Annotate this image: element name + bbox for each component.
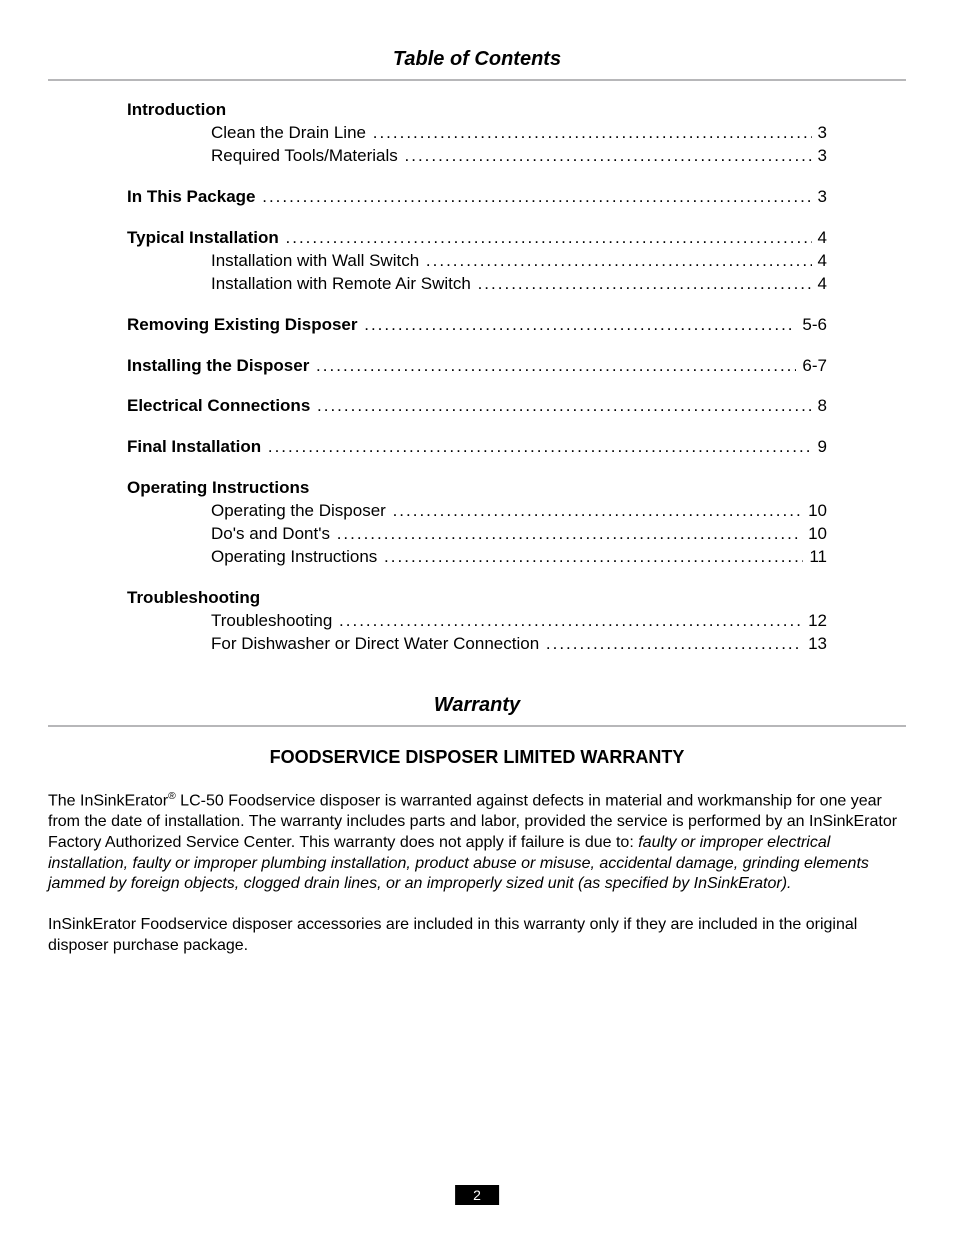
toc-leader-dots: [266, 436, 812, 459]
toc-item-label: Installation with Remote Air Switch: [211, 273, 471, 296]
toc-leader-dots: [476, 273, 812, 296]
page-number: 2: [455, 1185, 499, 1205]
toc-item-label: Troubleshooting: [211, 610, 332, 633]
toc-group: Installing the Disposer 6-7: [127, 355, 827, 378]
toc-heading-row: Electrical Connections 8: [127, 395, 827, 418]
toc-heading-label: Electrical Connections: [127, 395, 310, 418]
toc-group: TroubleshootingTroubleshooting 12For Dis…: [127, 587, 827, 656]
toc-leader-dots: [403, 145, 812, 168]
toc-leader-dots: [337, 610, 802, 633]
toc-item-label: Operating the Disposer: [211, 500, 386, 523]
rule: [48, 725, 906, 727]
toc-page-number: 3: [812, 145, 827, 168]
toc-page-number: 11: [803, 546, 827, 569]
warranty-heading: FOODSERVICE DISPOSER LIMITED WARRANTY: [48, 747, 906, 768]
toc-heading-label: Typical Installation: [127, 227, 279, 250]
toc-group: Final Installation 9: [127, 436, 827, 459]
warranty-body: The InSinkErator® LC-50 Foodservice disp…: [48, 790, 906, 957]
toc-heading-row: Introduction: [127, 99, 827, 122]
toc-item-label: Installation with Wall Switch: [211, 250, 419, 273]
toc-leader-dots: [391, 500, 803, 523]
toc-page-number: 4: [812, 273, 827, 296]
toc-heading-label: In This Package: [127, 186, 256, 209]
toc-page-number: 8: [812, 395, 827, 418]
warranty-paragraph: The InSinkErator® LC-50 Foodservice disp…: [48, 790, 906, 895]
toc-item-row: Troubleshooting 12: [127, 610, 827, 633]
toc-group: In This Package 3: [127, 186, 827, 209]
toc-page-number: 4: [812, 227, 827, 250]
toc-heading-label: Removing Existing Disposer: [127, 314, 358, 337]
toc-group: Electrical Connections 8: [127, 395, 827, 418]
toc-leader-dots: [544, 633, 802, 656]
toc-leader-dots: [284, 227, 812, 250]
rule: [48, 79, 906, 81]
registered-mark: ®: [168, 791, 176, 802]
toc-group: Removing Existing Disposer 5-6: [127, 314, 827, 337]
toc-page-number: 3: [812, 122, 827, 145]
toc-item-row: Installation with Remote Air Switch 4: [127, 273, 827, 296]
toc-heading-row: Typical Installation 4: [127, 227, 827, 250]
toc-item-row: Required Tools/Materials 3: [127, 145, 827, 168]
toc-page-number: 6-7: [796, 355, 827, 378]
toc-group: Typical Installation 4Installation with …: [127, 227, 827, 296]
toc-page-number: 5-6: [796, 314, 827, 337]
toc-page-number: 13: [802, 633, 827, 656]
toc-item-label: Operating Instructions: [211, 546, 377, 569]
toc-heading-row: Final Installation 9: [127, 436, 827, 459]
toc-item-row: Operating the Disposer 10: [127, 500, 827, 523]
toc-heading-label: Operating Instructions: [127, 477, 309, 500]
table-of-contents: IntroductionClean the Drain Line 3Requir…: [127, 99, 827, 656]
toc-item-label: For Dishwasher or Direct Water Connectio…: [211, 633, 539, 656]
toc-page-number: 9: [812, 436, 827, 459]
toc-leader-dots: [362, 314, 796, 337]
toc-item-label: Do's and Dont's: [211, 523, 330, 546]
toc-heading-label: Final Installation: [127, 436, 261, 459]
toc-group: IntroductionClean the Drain Line 3Requir…: [127, 99, 827, 168]
toc-heading-label: Installing the Disposer: [127, 355, 309, 378]
toc-heading-label: Introduction: [127, 99, 226, 122]
toc-heading-row: Operating Instructions: [127, 477, 827, 500]
toc-item-row: For Dishwasher or Direct Water Connectio…: [127, 633, 827, 656]
toc-page-number: 4: [812, 250, 827, 273]
warranty-paragraph: InSinkErator Foodservice disposer access…: [48, 915, 906, 957]
toc-title: Table of Contents: [48, 48, 906, 77]
toc-leader-dots: [314, 355, 796, 378]
toc-item-label: Clean the Drain Line: [211, 122, 366, 145]
toc-leader-dots: [382, 546, 803, 569]
toc-page-number: 10: [802, 500, 827, 523]
toc-item-label: Required Tools/Materials: [211, 145, 398, 168]
text: The InSinkErator: [48, 792, 168, 809]
toc-heading-row: Installing the Disposer 6-7: [127, 355, 827, 378]
toc-leader-dots: [315, 395, 812, 418]
toc-page-number: 3: [812, 186, 827, 209]
page: Table of Contents IntroductionClean the …: [0, 0, 954, 1235]
toc-item-row: Installation with Wall Switch 4: [127, 250, 827, 273]
toc-item-row: Do's and Dont's 10: [127, 523, 827, 546]
toc-heading-row: Troubleshooting: [127, 587, 827, 610]
toc-leader-dots: [371, 122, 812, 145]
toc-leader-dots: [424, 250, 812, 273]
toc-item-row: Operating Instructions 11: [127, 546, 827, 569]
toc-heading-row: Removing Existing Disposer 5-6: [127, 314, 827, 337]
toc-page-number: 12: [802, 610, 827, 633]
toc-leader-dots: [335, 523, 802, 546]
toc-page-number: 10: [802, 523, 827, 546]
toc-heading-label: Troubleshooting: [127, 587, 260, 610]
warranty-title: Warranty: [48, 694, 906, 723]
toc-leader-dots: [260, 186, 811, 209]
toc-group: Operating InstructionsOperating the Disp…: [127, 477, 827, 569]
toc-heading-row: In This Package 3: [127, 186, 827, 209]
toc-item-row: Clean the Drain Line 3: [127, 122, 827, 145]
